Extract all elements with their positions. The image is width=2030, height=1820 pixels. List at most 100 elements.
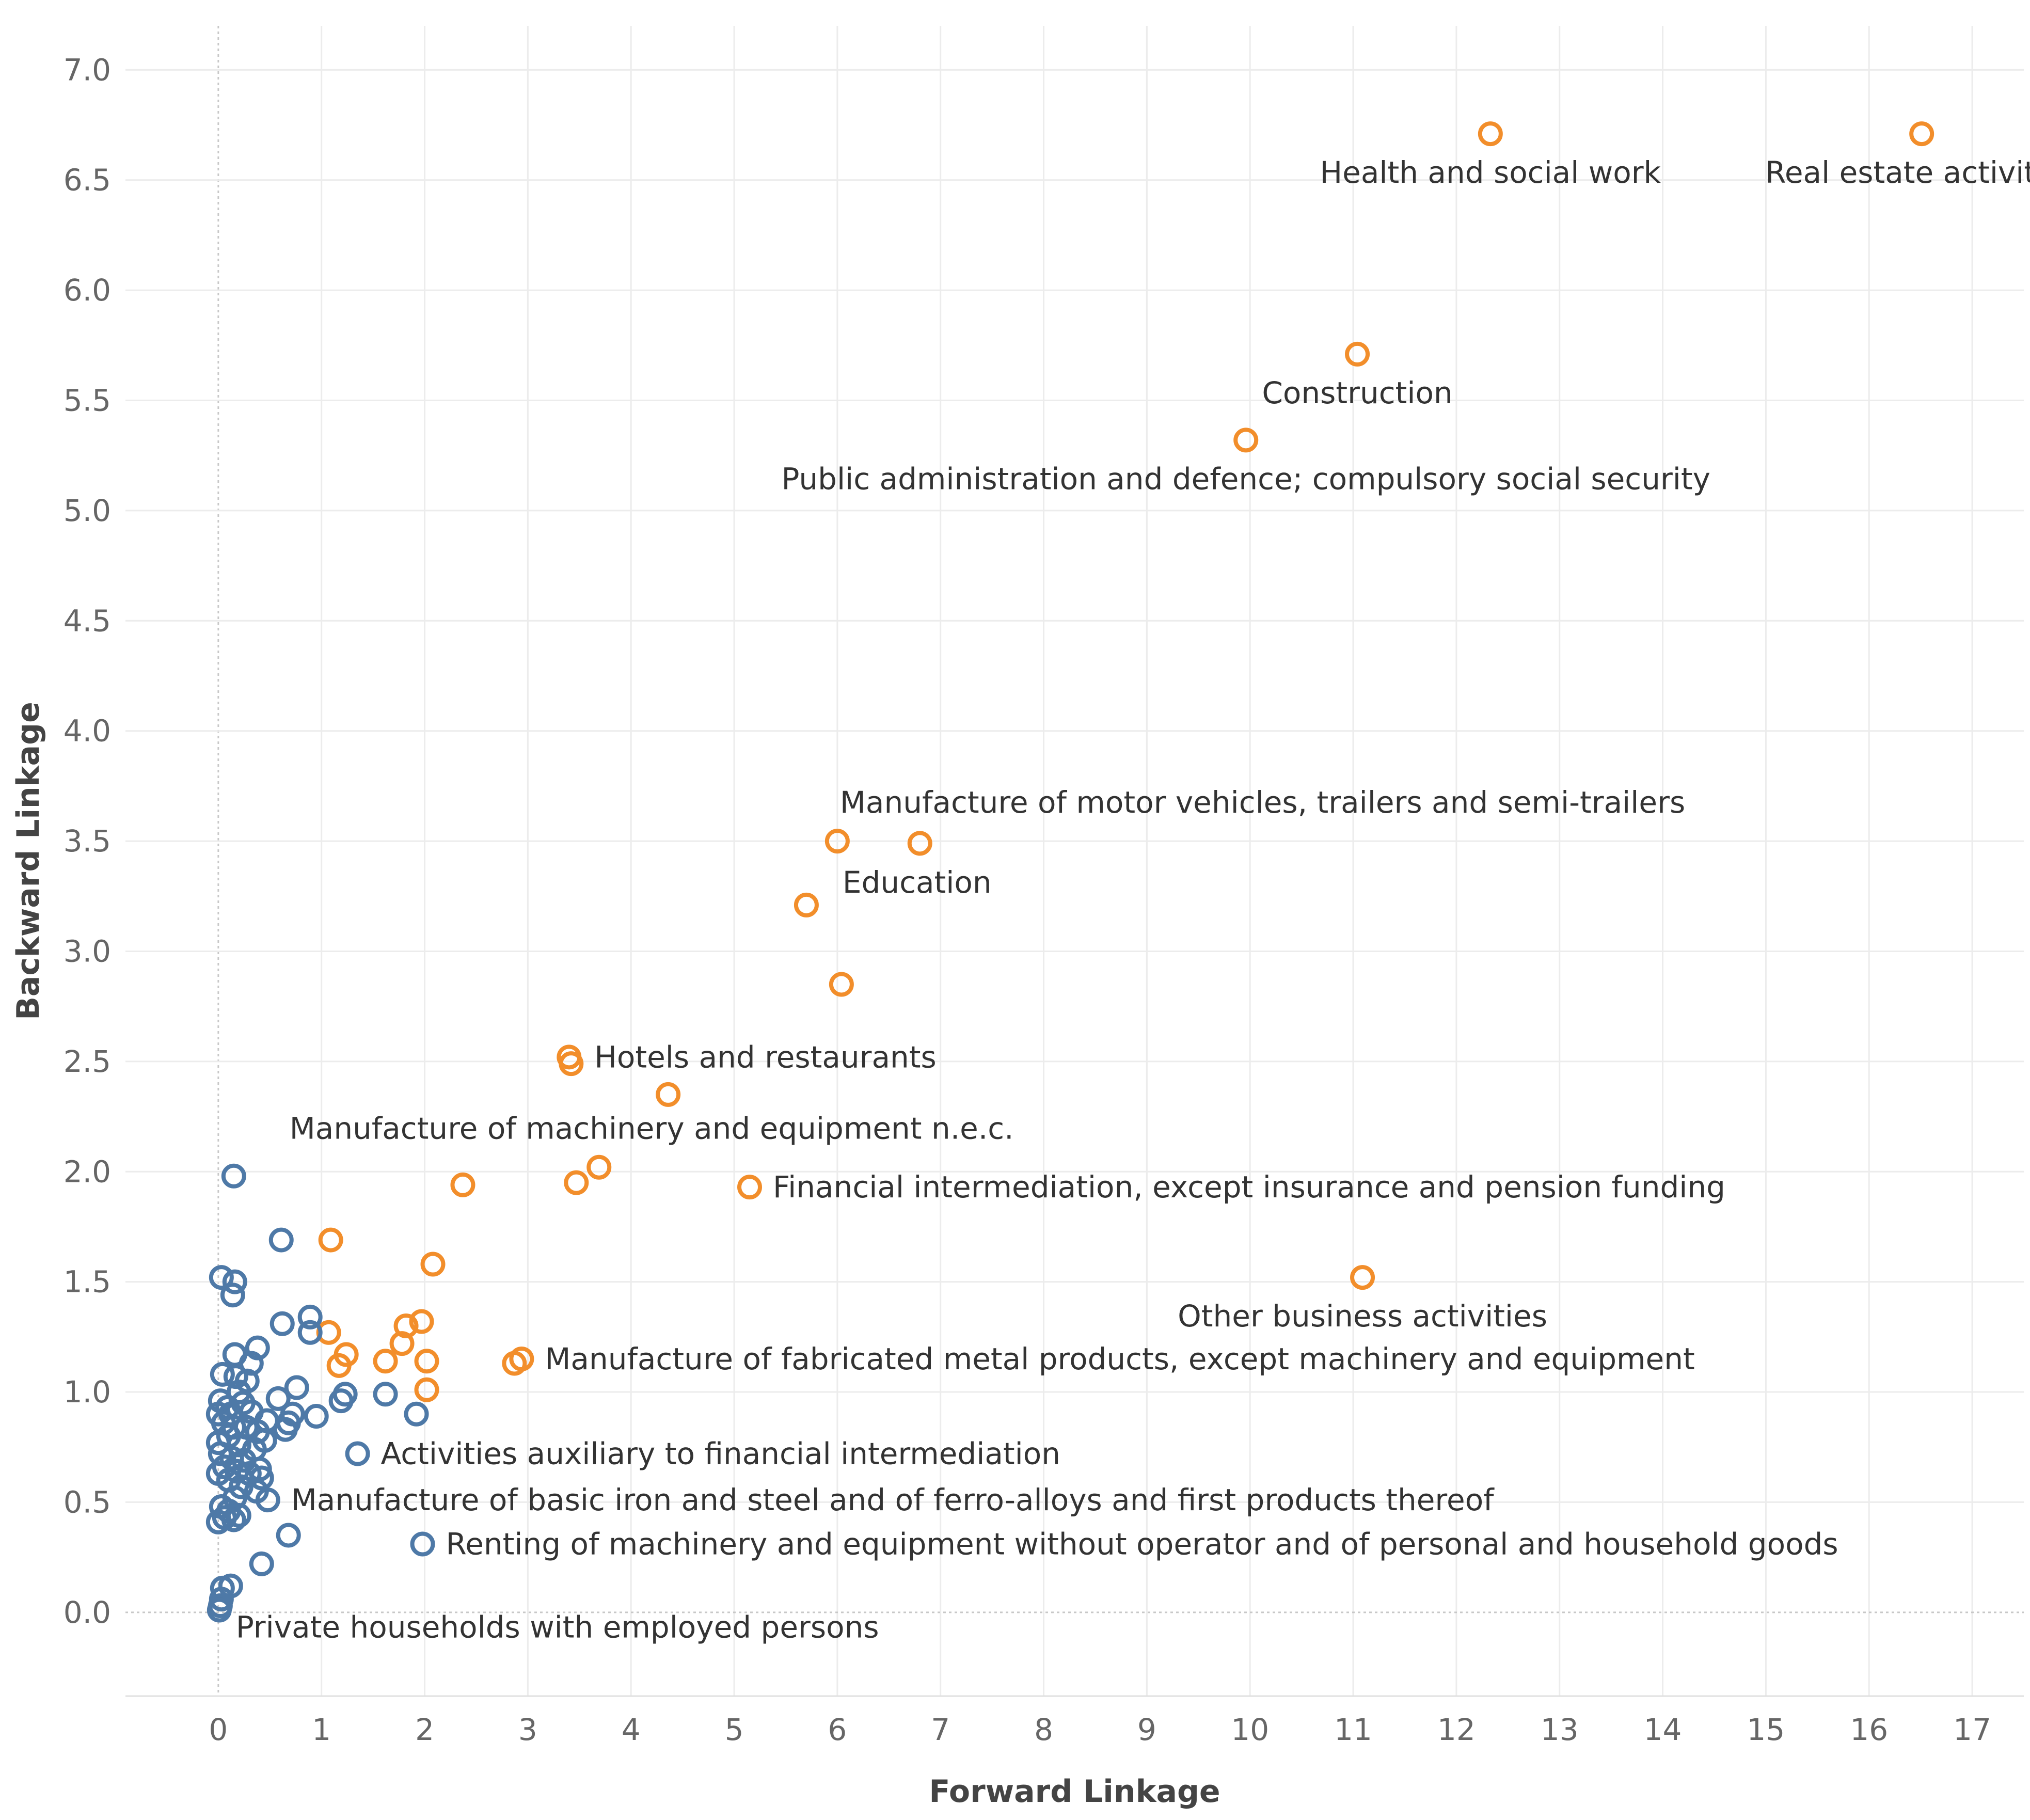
data-point-low	[269, 1311, 295, 1336]
data-point-high	[559, 1051, 584, 1077]
point-label: Renting of machinery and equipment witho…	[446, 1527, 1838, 1562]
data-point-high	[656, 1082, 681, 1107]
y-tick-label: 6.0	[64, 273, 111, 308]
data-point-high	[509, 1347, 534, 1372]
data-point-low	[373, 1382, 398, 1407]
data-point-high	[1909, 121, 1934, 147]
grid-layer	[125, 26, 2024, 1696]
data-point-low	[276, 1523, 301, 1548]
y-tick-label: 4.0	[64, 714, 111, 749]
point-label: Manufacture of basic iron and steel and …	[291, 1482, 1495, 1517]
x-tick-label: 5	[725, 1712, 744, 1747]
x-tick-label: 0	[209, 1712, 228, 1747]
x-tick-label: 4	[622, 1712, 641, 1747]
data-point-low	[345, 1441, 370, 1466]
y-tick-label: 1.0	[64, 1374, 111, 1410]
data-point-high	[794, 892, 819, 917]
data-point-low	[297, 1320, 323, 1345]
data-point-high	[420, 1252, 446, 1277]
x-tick-label: 2	[415, 1712, 434, 1747]
y-tick-label: 5.0	[64, 493, 111, 528]
data-point-low	[328, 1388, 354, 1414]
x-tick-label: 11	[1334, 1712, 1372, 1747]
data-point-high	[1350, 1265, 1375, 1290]
y-tick-label: 3.0	[64, 933, 111, 969]
data-point-low	[221, 1163, 246, 1189]
x-tick-label: 15	[1747, 1712, 1785, 1747]
data-point-high	[737, 1175, 763, 1200]
y-tick-label: 6.5	[64, 163, 111, 198]
data-point-low	[304, 1403, 329, 1429]
data-point-low	[410, 1531, 435, 1557]
labels-layer: Health and social work Real estate activi…	[236, 155, 2030, 1644]
data-point-low	[404, 1401, 429, 1427]
point-label: Hotels and restaurants	[594, 1039, 936, 1074]
data-point-high	[586, 1154, 612, 1180]
x-tick-label: 9	[1137, 1712, 1156, 1747]
data-point-high	[414, 1349, 439, 1374]
x-axis-title: Forward Linkage	[929, 1774, 1220, 1810]
x-tick-label: 12	[1437, 1712, 1476, 1747]
y-tick-label: 7.0	[64, 52, 111, 87]
data-point-high	[409, 1309, 434, 1334]
point-label: Health and social work	[1320, 155, 1661, 190]
point-label: Manufacture of machinery and equipment n…	[290, 1111, 1014, 1146]
y-tick-label: 0.5	[64, 1484, 111, 1520]
data-point-low	[284, 1375, 309, 1400]
x-tick-label: 1	[312, 1712, 331, 1747]
point-label: Education	[843, 865, 992, 900]
data-point-low	[249, 1465, 274, 1491]
data-point-low	[268, 1227, 294, 1253]
data-point-high	[389, 1331, 415, 1356]
data-point-low	[245, 1335, 270, 1360]
data-point-high	[1478, 121, 1503, 147]
y-tick-label: 4.5	[64, 603, 111, 638]
y-tick-label: 3.5	[64, 824, 111, 859]
x-tick-label: 7	[931, 1712, 950, 1747]
axis-layer: 0 1 2 3 4 5 6 7 8 9 10 11 12 13 14 15 16 170.00.51.01.52.…	[64, 52, 2024, 1747]
data-point-high	[824, 829, 850, 854]
y-tick-label: 2.0	[64, 1154, 111, 1189]
x-tick-label: 17	[1953, 1712, 1991, 1747]
data-point-high	[414, 1377, 439, 1402]
x-tick-label: 8	[1034, 1712, 1053, 1747]
point-label: Private households with employed persons	[236, 1610, 879, 1645]
data-point-high	[316, 1320, 341, 1345]
data-point-high	[373, 1349, 398, 1374]
data-point-high	[326, 1353, 352, 1378]
data-point-low	[205, 1509, 231, 1534]
point-label: Activities auxiliary to financial interm…	[381, 1436, 1060, 1471]
data-point-low	[255, 1487, 280, 1513]
y-axis-title: Backward Linkage	[10, 702, 46, 1020]
x-tick-label: 6	[828, 1712, 847, 1747]
data-point-low	[273, 1417, 298, 1442]
point-label: Financial intermediation, except insuran…	[773, 1169, 1725, 1205]
point-label: Real estate activities	[1765, 155, 2030, 190]
x-tick-label: 13	[1541, 1712, 1579, 1747]
data-point-low	[220, 1283, 245, 1308]
data-point-low	[209, 1265, 234, 1290]
data-point-high	[1345, 341, 1370, 367]
data-point-high	[450, 1172, 475, 1197]
x-tick-label: 16	[1850, 1712, 1888, 1747]
data-point-low	[249, 1551, 274, 1576]
point-label: Public administration and defence; compu…	[781, 461, 1710, 496]
point-label: Manufacture of motor vehicles, trailers …	[840, 785, 1685, 820]
data-point-low	[222, 1269, 247, 1294]
point-label: Manufacture of fabricated metal products…	[545, 1341, 1694, 1376]
data-point-high	[907, 831, 932, 856]
points-layer	[205, 121, 1934, 1623]
x-tick-label: 3	[518, 1712, 537, 1747]
data-point-low	[210, 1362, 235, 1387]
data-point-low	[207, 1597, 232, 1623]
data-point-low	[223, 1364, 248, 1389]
data-point-high	[564, 1170, 589, 1195]
data-point-low	[265, 1386, 291, 1411]
data-point-high	[1233, 428, 1259, 453]
x-tick-label: 14	[1644, 1712, 1682, 1747]
point-label: Other business activities	[1178, 1299, 1547, 1334]
data-point-low	[221, 1507, 246, 1532]
y-tick-label: 0.0	[64, 1595, 111, 1630]
